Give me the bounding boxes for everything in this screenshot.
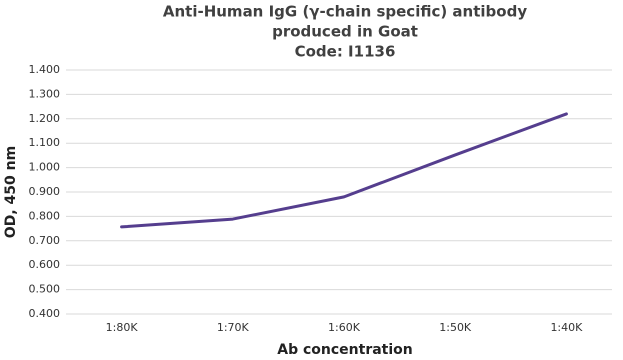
- y-tick-label: 1.100: [29, 136, 61, 149]
- y-tick-label: 0.900: [29, 185, 61, 198]
- x-tick-label: 1:60K: [328, 321, 361, 334]
- x-tick-label: 1:40K: [550, 321, 583, 334]
- y-tick-label: 0.400: [29, 307, 61, 320]
- x-tick-label: 1:80K: [106, 321, 139, 334]
- y-axis-label: OD, 450 nm: [3, 146, 19, 238]
- y-tick-label: 1.200: [29, 112, 61, 125]
- y-tick-label: 0.600: [29, 258, 61, 271]
- data-line: [120, 112, 568, 229]
- y-tick-label: 0.800: [29, 209, 61, 222]
- x-tick-label: 1:70K: [217, 321, 250, 334]
- chart-title: Code: I1136: [295, 43, 396, 61]
- x-tick-label: 1:50K: [439, 321, 472, 334]
- y-tick-label: 0.700: [29, 234, 61, 247]
- chart-title: produced in Goat: [272, 23, 418, 41]
- y-tick-label: 0.500: [29, 283, 61, 296]
- x-axis-label: Ab concentration: [277, 342, 413, 358]
- y-tick-label: 1.300: [29, 87, 61, 100]
- y-tick-label: 1.400: [29, 63, 61, 76]
- y-tick-label: 1.000: [29, 161, 61, 174]
- chart-title: Anti-Human IgG (γ-chain specific) antibo…: [163, 3, 527, 21]
